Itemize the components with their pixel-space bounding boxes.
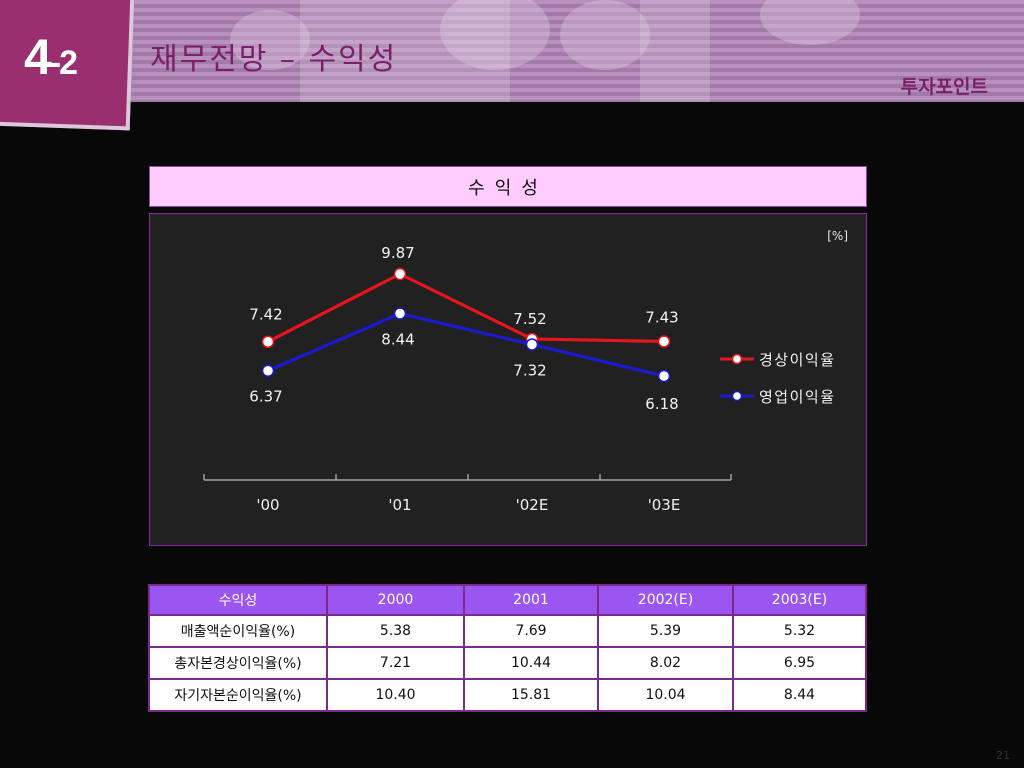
column-header: 수익성 bbox=[148, 584, 328, 616]
table-cell: 5.38 bbox=[326, 614, 465, 648]
data-point bbox=[393, 307, 407, 320]
banner-decoration bbox=[760, 0, 860, 45]
data-label: 6.37 bbox=[249, 388, 282, 406]
table-cell: 10.04 bbox=[597, 678, 734, 712]
banner-decoration bbox=[560, 0, 650, 70]
x-tick-label: '00 bbox=[256, 496, 279, 514]
section-tag: 투자포인트 bbox=[900, 76, 988, 98]
profitability-table: 수익성 2000 2001 2002(E) 2003(E) 매출액순이익율(%)… bbox=[148, 584, 867, 712]
table-cell: 7.21 bbox=[326, 646, 465, 680]
data-point bbox=[657, 369, 671, 383]
row-label: 총자본경상이익율(%) bbox=[148, 646, 328, 680]
x-tick-label: '02E bbox=[516, 496, 549, 514]
table-cell: 15.81 bbox=[463, 678, 599, 712]
table-header-row: 수익성 2000 2001 2002(E) 2003(E) bbox=[148, 584, 867, 616]
table-cell: 8.44 bbox=[732, 678, 867, 712]
x-tick-label: '01 bbox=[388, 496, 411, 514]
data-point bbox=[393, 267, 407, 281]
unit-label: [%] bbox=[827, 229, 848, 243]
data-label: 8.44 bbox=[381, 331, 414, 349]
data-label: 7.52 bbox=[513, 310, 546, 328]
table-cell: 10.44 bbox=[463, 646, 599, 680]
table-cell: 10.40 bbox=[326, 678, 465, 712]
page-number: 21 bbox=[996, 749, 1010, 762]
x-tick-label: '03E bbox=[648, 496, 681, 514]
column-header: 2002(E) bbox=[597, 584, 734, 616]
banner-decoration bbox=[440, 0, 550, 70]
legend-label: 영업이익율 bbox=[759, 388, 836, 406]
data-point bbox=[657, 335, 671, 348]
chart-canvas: [%] '00 '01 '02E '03E 7.42 9.87 7.52 7.43 경상이익율 6… bbox=[203, 229, 848, 514]
table-cell: 7.69 bbox=[463, 614, 599, 648]
legend-label: 경상이익율 bbox=[759, 351, 836, 369]
table-row: 자기자본순이익율(%) 10.40 15.81 10.04 8.44 bbox=[148, 678, 867, 712]
table-cell: 8.02 bbox=[597, 646, 734, 680]
banner-decoration bbox=[640, 0, 710, 102]
header-banner: 재무전망 – 수익성 투자포인트 bbox=[0, 0, 1024, 102]
data-label: 9.87 bbox=[381, 244, 414, 262]
table-row: 매출액순이익율(%) 5.38 7.69 5.39 5.32 bbox=[148, 614, 867, 648]
data-point bbox=[261, 335, 275, 348]
data-point bbox=[525, 338, 539, 351]
banner-decoration bbox=[300, 0, 510, 102]
table-cell: 6.95 bbox=[732, 646, 867, 680]
column-header: 2000 bbox=[326, 584, 465, 616]
column-header: 2001 bbox=[463, 584, 599, 616]
data-label: 7.43 bbox=[645, 308, 678, 326]
data-label: 7.32 bbox=[513, 361, 546, 379]
row-label: 매출액순이익율(%) bbox=[148, 614, 328, 648]
chart-title: 수익성 bbox=[149, 166, 867, 207]
data-label: 6.18 bbox=[645, 395, 678, 413]
page-title: 재무전망 – 수익성 bbox=[150, 42, 398, 77]
table-cell: 5.39 bbox=[597, 614, 734, 648]
line-chart: [%] '00 '01 '02E '03E 7.42 9.87 7.52 7.43 경상이익율 6… bbox=[149, 213, 867, 546]
banner-decoration bbox=[230, 10, 310, 70]
data-label: 7.42 bbox=[249, 306, 282, 324]
table-row: 총자본경상이익율(%) 7.21 10.44 8.02 6.95 bbox=[148, 646, 867, 680]
column-header: 2003(E) bbox=[732, 584, 867, 616]
section-number: 4-2 bbox=[24, 29, 78, 85]
data-point bbox=[261, 364, 275, 377]
legend-marker bbox=[731, 353, 743, 365]
legend-marker bbox=[731, 390, 743, 402]
series-line bbox=[267, 311, 665, 378]
row-label: 자기자본순이익율(%) bbox=[148, 678, 328, 712]
table-cell: 5.32 bbox=[732, 614, 867, 648]
series-line bbox=[267, 272, 665, 344]
